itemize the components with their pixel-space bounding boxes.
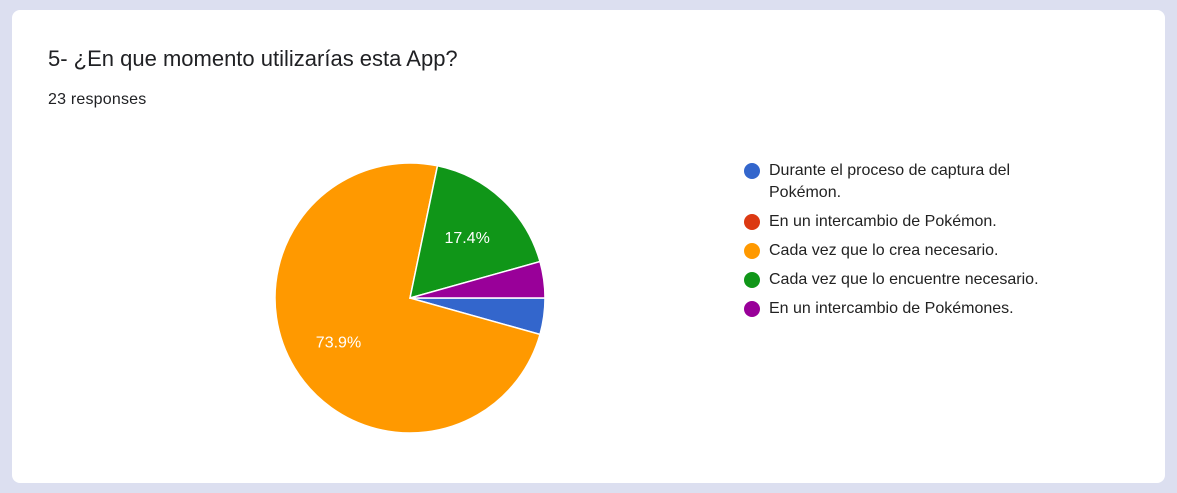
chart-legend: Durante el proceso de captura del Pokémo… [742, 160, 1082, 327]
question-title: 5- ¿En que momento utilizarías esta App? [48, 46, 458, 71]
pie-slices [274, 162, 546, 434]
response-count: 23 responses [48, 91, 147, 108]
pie-slice-label: 73.9% [316, 334, 361, 351]
legend-dot-icon [744, 214, 760, 230]
legend-item: En un intercambio de Pokémones. [742, 298, 1082, 320]
legend-item: Cada vez que lo crea necesario. [742, 240, 1082, 262]
pie-slice [274, 162, 541, 434]
pie-slice [409, 164, 541, 300]
legend-label: Durante el proceso de captura del Pokémo… [769, 162, 1011, 201]
legend-label: Cada vez que lo encuentre necesario. [769, 271, 1039, 288]
legend-label: Cada vez que lo crea necesario. [769, 242, 999, 259]
legend-label: En un intercambio de Pokémon. [769, 213, 997, 230]
pie-slice-labels: 73.9% 17.4% [316, 230, 490, 352]
question-card: 5- ¿En que momento utilizarías esta App?… [12, 10, 1165, 483]
legend-item: Durante el proceso de captura del Pokémo… [742, 160, 1082, 204]
legend-dot-icon [744, 301, 760, 317]
legend-item: En un intercambio de Pokémon. [742, 211, 1082, 233]
legend-dot-icon [744, 243, 760, 259]
legend-dot-icon [744, 163, 760, 179]
pie-chart: 73.9% 17.4% [274, 162, 546, 434]
pie-slice [409, 260, 546, 299]
legend-label: En un intercambio de Pokémones. [769, 300, 1014, 317]
pie-slice-label: 17.4% [444, 230, 489, 247]
legend-item: Cada vez que lo encuentre necesario. [742, 269, 1082, 291]
legend-dot-icon [744, 272, 760, 288]
